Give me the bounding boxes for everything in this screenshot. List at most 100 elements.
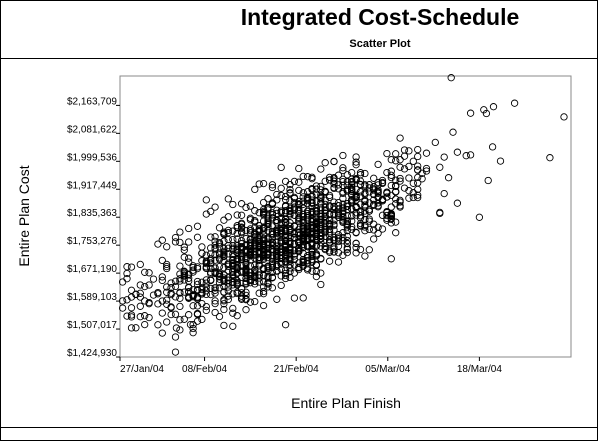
y-axis-title: Entire Plan Cost [16, 165, 32, 266]
data-point [185, 258, 193, 266]
data-point [281, 269, 290, 278]
data-point [176, 294, 184, 302]
data-point [299, 294, 307, 302]
data-point [207, 264, 215, 272]
data-point [286, 211, 294, 219]
data-point [202, 210, 210, 218]
data-point [207, 255, 215, 263]
data-point [392, 157, 400, 165]
data-point [185, 254, 193, 262]
data-point [193, 302, 202, 310]
data-point [281, 226, 290, 234]
data-point [436, 208, 444, 217]
data-point [176, 277, 184, 285]
data-point [317, 222, 325, 231]
data-point [246, 256, 255, 264]
data-point [185, 288, 193, 296]
data-point [361, 252, 369, 260]
data-point [246, 225, 255, 233]
data-point [334, 198, 343, 207]
data-point [325, 173, 334, 182]
data-point [127, 286, 136, 294]
data-point [233, 289, 241, 298]
data-point [185, 238, 193, 246]
data-point [220, 237, 228, 245]
data-point [273, 228, 281, 236]
data-point [163, 283, 171, 291]
data-point [251, 223, 259, 232]
data-point [136, 260, 144, 269]
data-point [299, 218, 307, 226]
data-point [405, 147, 413, 155]
data-point [246, 275, 255, 284]
data-point [281, 243, 290, 251]
data-point [356, 221, 365, 230]
data-point [277, 260, 285, 268]
data-point [290, 269, 299, 277]
data-point [290, 193, 299, 202]
data-point [246, 229, 255, 237]
data-point [136, 281, 144, 289]
data-point [378, 179, 387, 188]
data-point [127, 263, 136, 271]
data-point [189, 321, 197, 329]
data-point [211, 297, 219, 305]
data-point [163, 300, 171, 308]
data-point [281, 209, 290, 217]
data-point [286, 268, 294, 276]
data-point [281, 258, 290, 266]
data-point [167, 284, 175, 292]
data-point [295, 213, 303, 222]
data-point [268, 257, 277, 266]
data-point [396, 163, 404, 171]
data-point [387, 255, 395, 263]
data-point [383, 216, 391, 224]
data-point [343, 223, 351, 231]
data-point [334, 181, 343, 189]
data-point [189, 329, 197, 337]
data-point [560, 113, 568, 121]
data-point [180, 288, 188, 296]
data-point [185, 271, 193, 279]
data-point [308, 248, 316, 256]
data-point [295, 216, 303, 224]
data-point [176, 262, 184, 270]
data-point [281, 240, 290, 248]
data-point [352, 191, 360, 199]
data-point [193, 280, 202, 289]
data-point [193, 263, 202, 271]
data-point [334, 237, 343, 246]
data-point [308, 210, 316, 219]
data-point [317, 193, 325, 201]
data-point [264, 223, 272, 231]
data-point [211, 233, 219, 241]
data-point [339, 229, 347, 237]
data-point [453, 199, 462, 207]
data-point [281, 192, 290, 201]
data-point [295, 229, 303, 237]
data-point [299, 257, 307, 265]
data-point [224, 195, 232, 203]
data-point [268, 246, 277, 254]
data-point [158, 273, 166, 281]
data-point [444, 174, 453, 182]
data-point [215, 224, 224, 232]
data-point [220, 229, 228, 238]
data-point [422, 167, 431, 175]
data-point [176, 302, 184, 311]
data-point [149, 291, 158, 299]
data-point [180, 246, 188, 254]
data-point [268, 181, 277, 189]
data-point [312, 260, 321, 269]
data-point [396, 202, 404, 210]
data-point [185, 293, 193, 301]
data-point [312, 234, 321, 243]
data-point [317, 269, 325, 277]
data-point [317, 235, 325, 243]
data-point [215, 254, 224, 262]
data-point [453, 148, 462, 156]
data-point [339, 237, 347, 245]
data-point [400, 184, 409, 192]
data-point [303, 194, 312, 203]
data-point [229, 290, 237, 298]
